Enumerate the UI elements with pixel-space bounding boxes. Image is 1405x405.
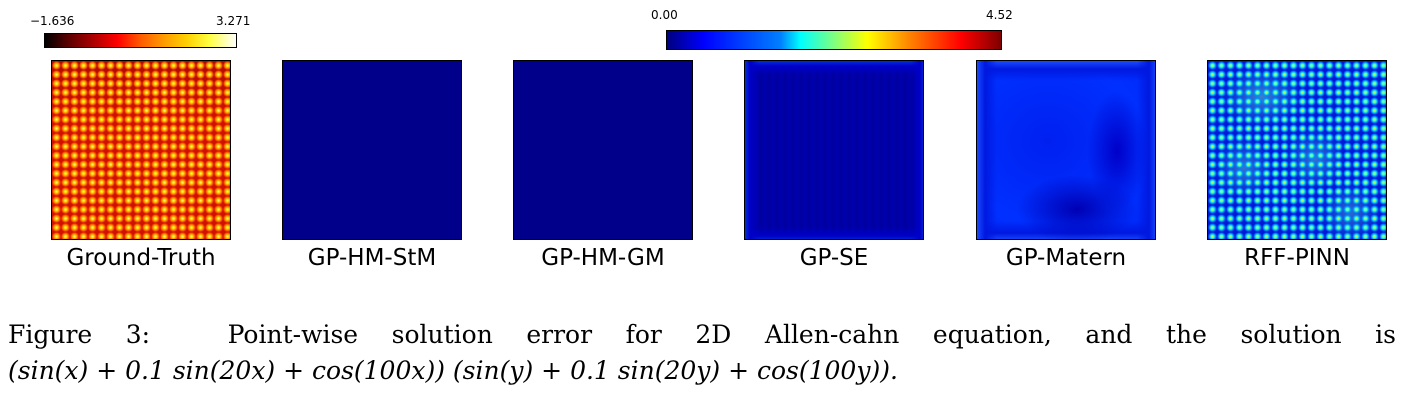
panel-label-gp-matern: GP-Matern (1005, 245, 1127, 271)
figure-caption-line-1: Figure 3: Point-wise solution error for … (8, 320, 1396, 349)
rff-pinn-error-heatmap (1207, 60, 1387, 240)
panel-label-rff-pinn: RFF-PINN (1244, 245, 1350, 271)
error-colorbar (666, 30, 1002, 50)
gp-se-error-heatmap (744, 60, 924, 240)
panel-label-ground-truth: Ground-Truth (66, 245, 216, 271)
error-colorbar-max-label: 4.52 (986, 8, 1013, 22)
caption-text: Point-wise solution error for 2D Allen-c… (227, 320, 1397, 349)
panel-label-gp-se: GP-SE (799, 245, 869, 271)
ground-truth-colorbar-max-label: 3.271 (216, 14, 251, 28)
ground-truth-heatmap (51, 60, 231, 240)
ground-truth-colorbar (44, 33, 237, 48)
figure-number: Figure 3: (8, 320, 151, 349)
gp-matern-error-heatmap (976, 60, 1156, 240)
error-colorbar-min-label: 0.00 (651, 8, 678, 22)
solution-formula: (sin(x) + 0.1 sin(20x) + cos(100x)) (sin… (8, 356, 898, 385)
gp-hm-gm-error-heatmap (513, 60, 693, 240)
gp-hm-stm-error-heatmap (282, 60, 462, 240)
ground-truth-colorbar-min-label: −1.636 (30, 14, 75, 28)
figure-caption-line-2: (sin(x) + 0.1 sin(20x) + cos(100x)) (sin… (8, 356, 1396, 385)
panel-label-gp-hm-stm: GP-HM-StM (307, 245, 437, 271)
panel-label-gp-hm-gm: GP-HM-GM (541, 245, 665, 271)
